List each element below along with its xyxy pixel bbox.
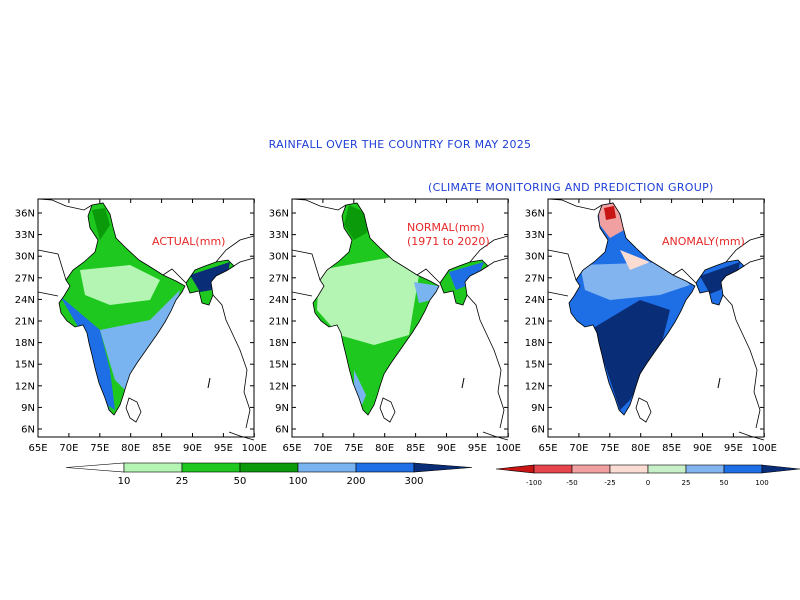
- lat-tick-label: 21N: [269, 317, 289, 328]
- panel-label2-normal: (1971 to 2020): [407, 235, 490, 248]
- legend-tick-label: 50: [234, 476, 247, 487]
- lon-tick-label: 80E: [121, 443, 140, 454]
- lat-tick-label: 9N: [531, 403, 545, 414]
- lat-tick-label: 27N: [269, 273, 289, 284]
- lat-tick-label: 6N: [275, 425, 289, 436]
- legend-tick-label: 100: [755, 479, 768, 487]
- lat-tick-label: 9N: [275, 403, 289, 414]
- lon-tick-label: 85E: [406, 443, 425, 454]
- legend-tick-label: 300: [404, 476, 423, 487]
- lon-tick-label: 70E: [59, 443, 78, 454]
- lat-tick-label: 30N: [15, 252, 35, 263]
- legend-swatch: [355, 462, 415, 473]
- legend-tick-label: 10: [118, 476, 131, 487]
- page-subtitle: (CLIMATE MONITORING AND PREDICTION GROUP…: [428, 181, 714, 194]
- legend-swatch: [571, 464, 611, 474]
- lon-tick-label: 95E: [724, 443, 743, 454]
- lon-tick-label: 70E: [313, 443, 332, 454]
- panel-label-normal: NORMAL(mm): [407, 221, 485, 234]
- lat-tick-label: 9N: [21, 403, 35, 414]
- panel-label-actual: ACTUAL(mm): [152, 235, 225, 248]
- map-panel-normal: 36N 33N 30N 27N 24N 21N 18N 15N 12N 9N 6N 65E 70E 75E…: [269, 198, 521, 454]
- lon-tick-label: 85E: [662, 443, 681, 454]
- lat-tick-label: 24N: [15, 295, 35, 306]
- lat-tick-label: 36N: [269, 209, 289, 220]
- legend-tick-label: -25: [604, 479, 615, 487]
- legend-swatch: [647, 464, 687, 474]
- lat-tick-label: 6N: [21, 425, 35, 436]
- lat-tick-label: 12N: [15, 381, 35, 392]
- legend-tick-label: 200: [346, 476, 365, 487]
- legend-swatch: [533, 464, 573, 474]
- legend-swatch: [181, 462, 241, 473]
- lon-tick-label: 100E: [752, 443, 777, 454]
- legend-swatch: [239, 462, 299, 473]
- lon-tick-label: 85E: [152, 443, 171, 454]
- lat-tick-label: 33N: [525, 230, 545, 241]
- legend-swatch: [123, 462, 183, 473]
- lat-tick-label: 30N: [269, 252, 289, 263]
- lat-tick-label: 18N: [269, 338, 289, 349]
- legend-swatch: [413, 462, 473, 473]
- lat-tick-label: 33N: [15, 230, 35, 241]
- legend-anomaly: -100 -50 -25 0 25 50 100: [495, 464, 800, 487]
- lat-tick-label: 12N: [269, 381, 289, 392]
- legend-tick-label: -50: [566, 479, 577, 487]
- legend-tick-label: 50: [720, 479, 729, 487]
- legend-swatch: [495, 464, 535, 474]
- legend-swatch: [723, 464, 763, 474]
- legend-swatch: [65, 462, 125, 473]
- legend-tick-label: 0: [646, 479, 650, 487]
- lat-tick-label: 12N: [525, 381, 545, 392]
- lon-tick-label: 100E: [242, 443, 267, 454]
- lon-tick-label: 65E: [282, 443, 301, 454]
- legend-tick-label: 25: [176, 476, 189, 487]
- lon-tick-label: 70E: [569, 443, 588, 454]
- lat-tick-label: 33N: [269, 230, 289, 241]
- page-title: RAINFALL OVER THE COUNTRY FOR MAY 2025: [268, 138, 532, 151]
- legend-swatch: [761, 464, 800, 474]
- lat-tick-label: 6N: [531, 425, 545, 436]
- lat-tick-label: 21N: [525, 317, 545, 328]
- legend-swatch: [609, 464, 649, 474]
- lat-tick-label: 18N: [525, 338, 545, 349]
- lat-tick-label: 24N: [269, 295, 289, 306]
- legend-tick-label: -100: [526, 479, 542, 487]
- legend-tick-label: 25: [682, 479, 691, 487]
- lat-tick-label: 27N: [15, 273, 35, 284]
- lat-tick-label: 21N: [15, 317, 35, 328]
- lon-tick-label: 95E: [214, 443, 233, 454]
- panel-label-anomaly: ANOMALY(mm): [662, 235, 745, 248]
- lat-tick-label: 15N: [525, 360, 545, 371]
- lat-tick-label: 18N: [15, 338, 35, 349]
- lat-tick-label: 24N: [525, 295, 545, 306]
- lat-tick-label: 15N: [269, 360, 289, 371]
- lat-tick-label: 36N: [525, 209, 545, 220]
- lon-tick-label: 65E: [28, 443, 47, 454]
- lon-tick-label: 90E: [693, 443, 712, 454]
- lon-tick-label: 90E: [437, 443, 456, 454]
- legend-swatch: [297, 462, 357, 473]
- lon-tick-label: 100E: [496, 443, 521, 454]
- lat-tick-label: 30N: [525, 252, 545, 263]
- lon-tick-label: 75E: [344, 443, 363, 454]
- legend-swatch: [685, 464, 725, 474]
- lon-tick-label: 75E: [90, 443, 109, 454]
- lat-tick-label: 36N: [15, 209, 35, 220]
- lat-tick-label: 15N: [15, 360, 35, 371]
- lon-tick-label: 95E: [468, 443, 487, 454]
- lon-tick-label: 80E: [375, 443, 394, 454]
- map-panel-actual: 36N 33N 30N 27N 24N 21N 18N 15N 12N 9N 6N 65E 70E 75E…: [15, 198, 267, 454]
- lon-tick-label: 75E: [600, 443, 619, 454]
- lon-tick-label: 65E: [538, 443, 557, 454]
- legend-rainfall: 10 25 50 100 200 300: [65, 462, 473, 487]
- legend-tick-label: 100: [288, 476, 307, 487]
- map-panel-anomaly: 36N 33N 30N 27N 24N 21N 18N 15N 12N 9N 6N 65E 70E 75E…: [525, 198, 777, 454]
- lat-tick-label: 27N: [525, 273, 545, 284]
- lon-tick-label: 80E: [631, 443, 650, 454]
- lon-tick-label: 90E: [183, 443, 202, 454]
